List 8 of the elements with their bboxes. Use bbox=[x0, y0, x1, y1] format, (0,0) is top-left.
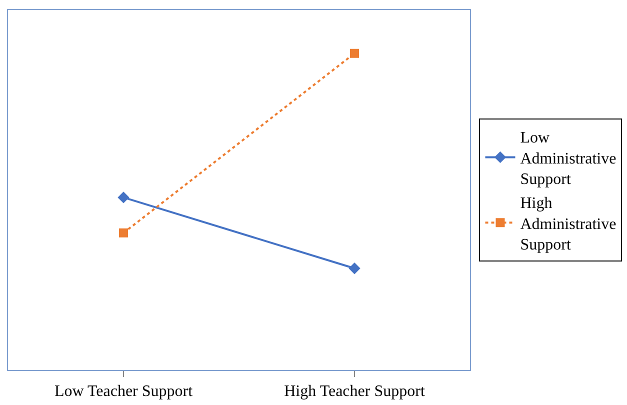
x-tick-label: High Teacher Support bbox=[284, 383, 426, 400]
point bbox=[350, 48, 359, 58]
point bbox=[118, 192, 130, 204]
x-tick-label: Low Teacher Support bbox=[54, 383, 194, 400]
legend-label: Low Administrative Support bbox=[520, 130, 616, 188]
legend-label: High Administrative Support bbox=[520, 195, 616, 254]
point bbox=[119, 228, 128, 238]
point bbox=[348, 262, 360, 274]
